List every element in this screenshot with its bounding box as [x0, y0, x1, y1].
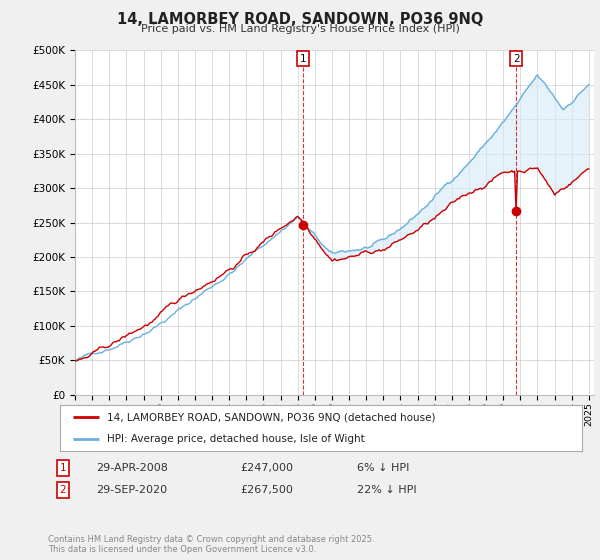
Text: 29-APR-2008: 29-APR-2008: [96, 463, 168, 473]
Text: 6% ↓ HPI: 6% ↓ HPI: [357, 463, 409, 473]
Text: 22% ↓ HPI: 22% ↓ HPI: [357, 485, 416, 495]
Text: £247,000: £247,000: [240, 463, 293, 473]
Text: 1: 1: [300, 54, 307, 64]
Text: 14, LAMORBEY ROAD, SANDOWN, PO36 9NQ (detached house): 14, LAMORBEY ROAD, SANDOWN, PO36 9NQ (de…: [107, 412, 436, 422]
Text: 14, LAMORBEY ROAD, SANDOWN, PO36 9NQ: 14, LAMORBEY ROAD, SANDOWN, PO36 9NQ: [117, 12, 483, 27]
Text: 29-SEP-2020: 29-SEP-2020: [96, 485, 167, 495]
Text: 2: 2: [513, 54, 520, 64]
Text: HPI: Average price, detached house, Isle of Wight: HPI: Average price, detached house, Isle…: [107, 435, 365, 444]
Text: 1: 1: [59, 463, 67, 473]
Text: Price paid vs. HM Land Registry's House Price Index (HPI): Price paid vs. HM Land Registry's House …: [140, 24, 460, 34]
Text: Contains HM Land Registry data © Crown copyright and database right 2025.
This d: Contains HM Land Registry data © Crown c…: [48, 535, 374, 554]
Text: 2: 2: [59, 485, 67, 495]
Text: £267,500: £267,500: [240, 485, 293, 495]
